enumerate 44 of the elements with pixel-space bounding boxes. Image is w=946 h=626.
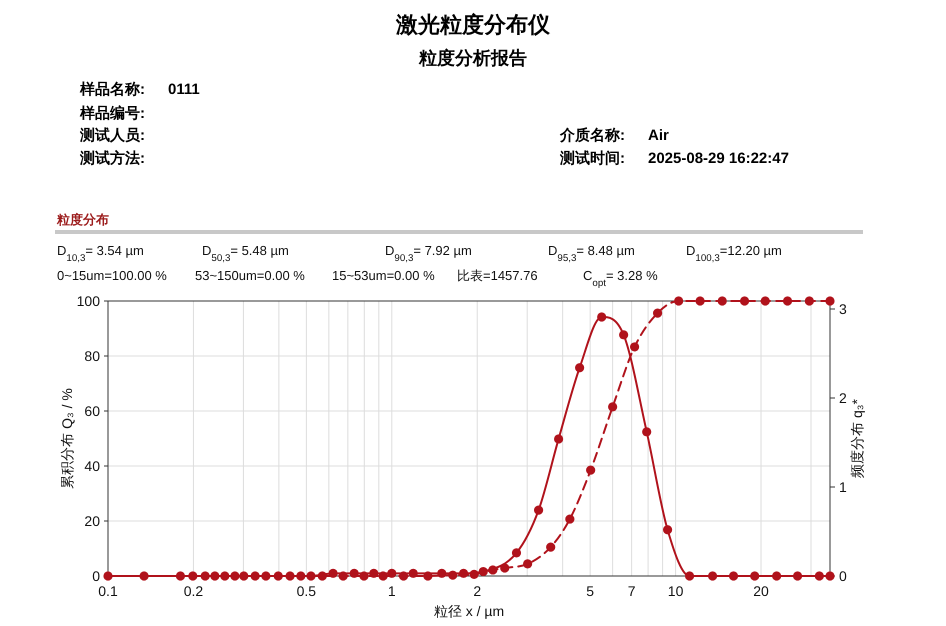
text: 2025-08-29 16:22:47 xyxy=(648,150,789,167)
text: D$_{100,3}$=12.20 µm xyxy=(686,243,782,264)
text: 比表=1457.76 xyxy=(457,268,538,283)
text: 15~53um=0.00 % xyxy=(332,268,436,283)
y-tick-label: 60 xyxy=(84,403,100,419)
x-tick-label: 1 xyxy=(388,583,396,599)
text: 样品编号: xyxy=(79,105,145,122)
y2-tick-label: 1 xyxy=(839,479,847,496)
text: D$_{50,3}$= 5.48 µm xyxy=(202,243,289,264)
x-tick-label: 20 xyxy=(753,583,770,599)
text: 测试人员: xyxy=(79,127,145,144)
text: D$_{95,3}$= 8.48 µm xyxy=(548,243,635,264)
text: 介质名称: xyxy=(559,127,625,144)
x-tick-label: 0.1 xyxy=(98,583,118,599)
y-axis-title: 累积分布 Q₃ / % xyxy=(59,388,75,489)
y2-tick-label: 3 xyxy=(839,301,847,318)
text: 测试时间: xyxy=(559,150,625,167)
x-tick-label: 2 xyxy=(473,583,482,599)
text: 0~15um=100.00 % xyxy=(57,268,168,283)
text: Air xyxy=(648,127,669,144)
y2-axis-title: 频度分布 q₃* xyxy=(849,398,865,478)
y-tick-label: 80 xyxy=(84,348,100,364)
x-tick-label: 0.2 xyxy=(184,583,204,599)
x-tick-label: 10 xyxy=(668,583,684,599)
chart-title: 激光粒度分布仪 xyxy=(395,12,551,37)
x-axis-title: 粒径 x / µm xyxy=(434,603,504,619)
y-tick-label: 0 xyxy=(92,568,100,584)
text: 测试方法: xyxy=(79,149,145,167)
y2-tick-label: 0 xyxy=(839,568,847,584)
text: D$_{90,3}$= 7.92 µm xyxy=(385,243,472,264)
chart-subtitle: 粒度分析报告 xyxy=(418,48,527,68)
y-tick-label: 20 xyxy=(84,513,100,529)
text: 53~150um=0.00 % xyxy=(195,268,306,283)
text: D$_{10,3}$= 3.54 µm xyxy=(57,243,144,264)
y-tick-label: 100 xyxy=(76,293,100,309)
y2-tick-label: 2 xyxy=(839,390,847,406)
x-tick-label: 5 xyxy=(586,583,594,599)
y-tick-label: 40 xyxy=(84,458,100,474)
text: 粒度分布 xyxy=(56,212,109,227)
x-tick-label: 7 xyxy=(628,583,636,599)
text: 0111 xyxy=(168,81,200,98)
text: C$_{opt}$= 3.28 % xyxy=(583,268,658,288)
text: 样品名称: xyxy=(79,81,145,98)
x-tick-label: 0.5 xyxy=(296,583,316,599)
